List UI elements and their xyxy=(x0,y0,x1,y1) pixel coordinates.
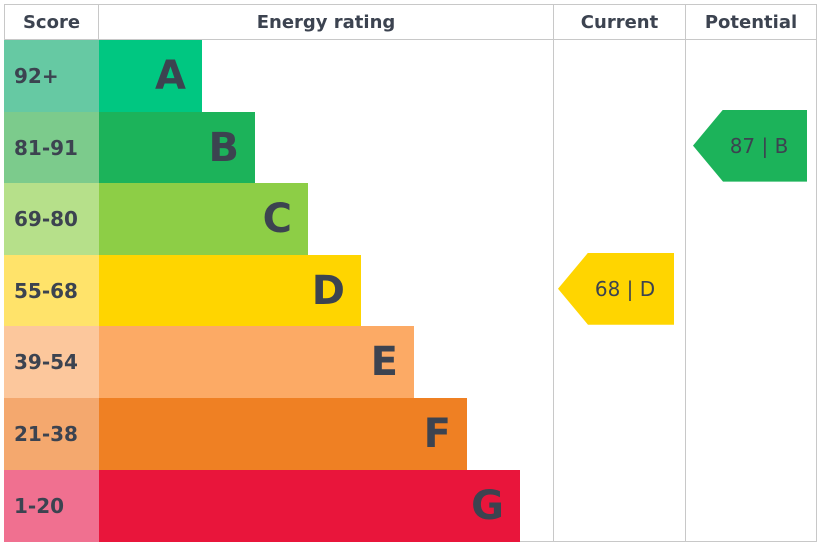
header-energy-rating: Energy rating xyxy=(98,4,554,40)
score-range-b: 81-91 xyxy=(4,111,99,184)
current-rating-label: 68 | D xyxy=(594,276,656,301)
score-range-a: 92+ xyxy=(4,40,99,112)
header-score: Score xyxy=(4,4,99,40)
potential-rating-label: 87 | B xyxy=(729,133,789,158)
score-range-g: 1-20 xyxy=(4,469,99,542)
score-range-f: 21-38 xyxy=(4,398,99,470)
rating-bar-f: F xyxy=(99,398,467,470)
rating-bar-e: E xyxy=(99,326,414,399)
rating-bar-c: C xyxy=(99,183,308,256)
potential-column xyxy=(685,39,817,542)
rating-bar-a: A xyxy=(99,40,202,112)
rating-bar-b: B xyxy=(99,111,255,184)
header-current: Current xyxy=(553,4,686,40)
rating-bar-g: G xyxy=(99,469,520,542)
score-range-c: 69-80 xyxy=(4,183,99,256)
header-potential: Potential xyxy=(685,4,817,40)
score-range-d: 55-68 xyxy=(4,254,99,327)
score-range-e: 39-54 xyxy=(4,326,99,399)
rating-bar-d: D xyxy=(99,254,361,327)
